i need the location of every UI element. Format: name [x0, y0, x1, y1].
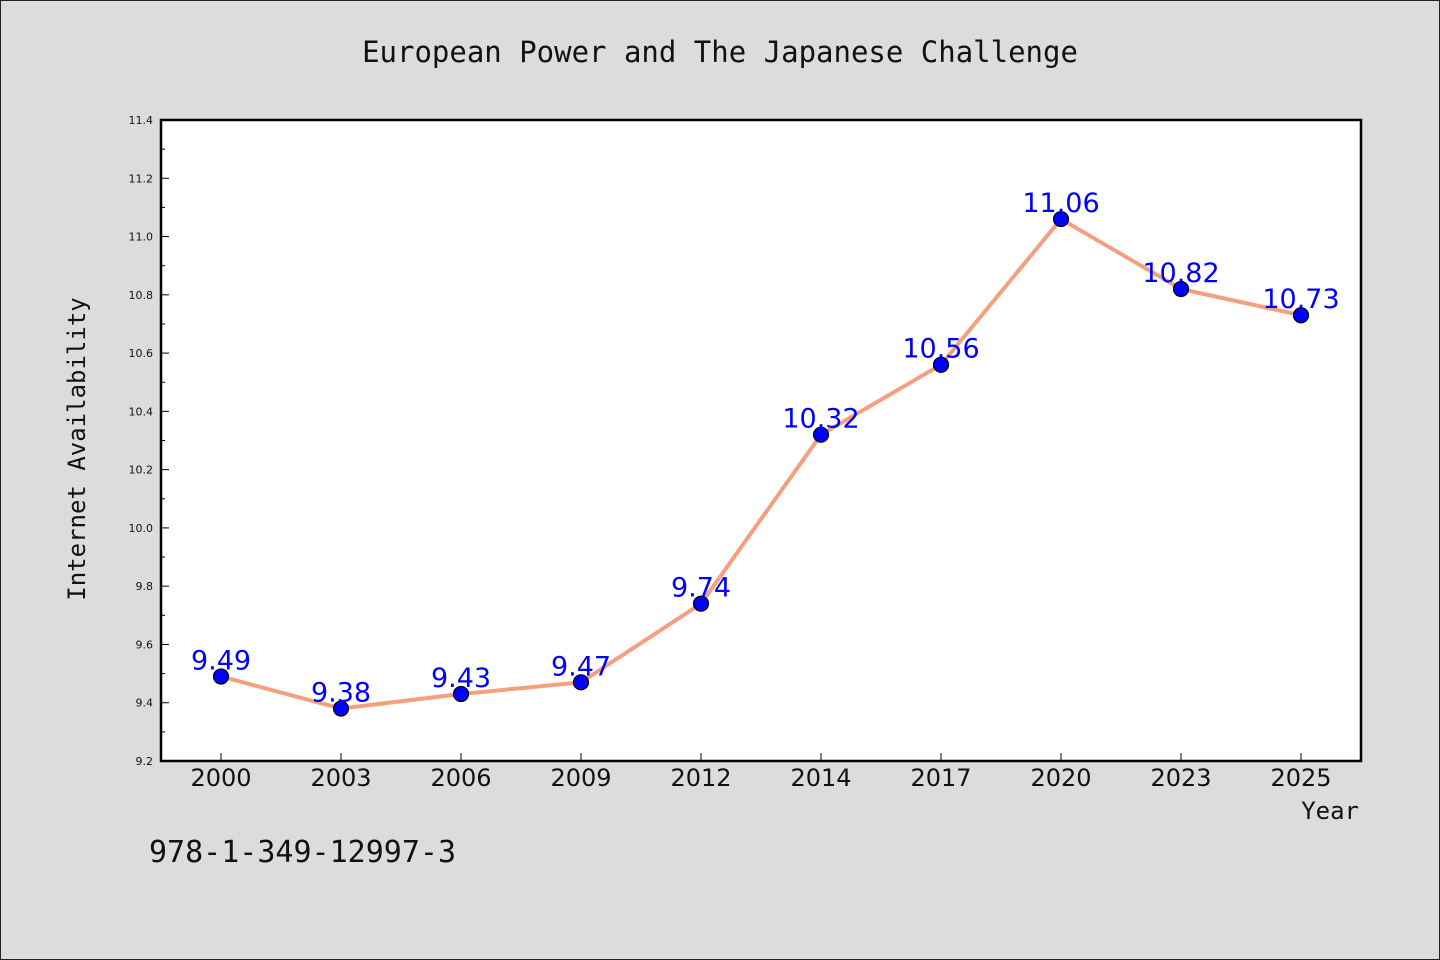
data-point — [212, 668, 230, 685]
x-tick-label: 2006 — [430, 764, 491, 792]
y-tick-label: 9.8 — [136, 580, 154, 593]
y-tick-label: 11.4 — [129, 114, 154, 127]
y-tick-label: 10.0 — [129, 522, 154, 535]
data-point — [1172, 280, 1190, 298]
data-point — [1052, 210, 1070, 228]
x-axis-label: Year — [1301, 797, 1359, 825]
x-tick-label: 2009 — [550, 764, 611, 792]
data-point — [452, 685, 470, 703]
data-label: 9.47 — [551, 651, 611, 682]
data-label: 10.32 — [782, 404, 859, 435]
y-tick-label: 11.2 — [129, 172, 154, 185]
x-tick-label: 2014 — [790, 764, 851, 792]
y-tick-label: 10.8 — [129, 289, 154, 302]
data-label: 9.38 — [311, 678, 371, 709]
chart-title: European Power and The Japanese Challeng… — [362, 35, 1078, 69]
data-point — [692, 595, 710, 612]
data-point — [572, 674, 590, 691]
data-label: 9.74 — [671, 573, 731, 604]
data-label: 10.82 — [1142, 258, 1219, 289]
plot-area — [159, 118, 1363, 763]
isbn-footnote: 978-1-349-12997-3 — [149, 835, 457, 870]
x-tick-label: 2020 — [1030, 764, 1091, 792]
x-tick-label: 2023 — [1150, 764, 1211, 792]
y-tick-label: 9.2 — [136, 755, 154, 768]
x-tick-label: 2003 — [310, 764, 371, 792]
y-tick-label: 9.6 — [136, 638, 154, 651]
data-label: 10.56 — [902, 334, 979, 365]
y-tick-label: 10.2 — [129, 464, 154, 477]
data-point — [1292, 307, 1310, 324]
data-label: 9.43 — [431, 663, 491, 694]
data-point — [812, 426, 830, 443]
x-tick-label: 2017 — [910, 764, 971, 792]
data-label: 11.06 — [1022, 188, 1099, 219]
x-tick-label: 2000 — [190, 764, 251, 792]
data-label: 9.49 — [191, 646, 251, 677]
y-tick-label: 9.4 — [136, 697, 154, 710]
data-label: 10.73 — [1262, 284, 1339, 315]
x-tick-label: 2025 — [1270, 764, 1331, 792]
y-tick-label: 10.6 — [129, 347, 154, 360]
y-tick-label: 11.0 — [129, 231, 154, 244]
y-tick-label: 10.4 — [129, 405, 154, 418]
series-line — [219, 217, 1303, 711]
data-point — [932, 356, 950, 373]
data-point — [332, 700, 350, 717]
x-tick-label: 2012 — [670, 764, 731, 792]
